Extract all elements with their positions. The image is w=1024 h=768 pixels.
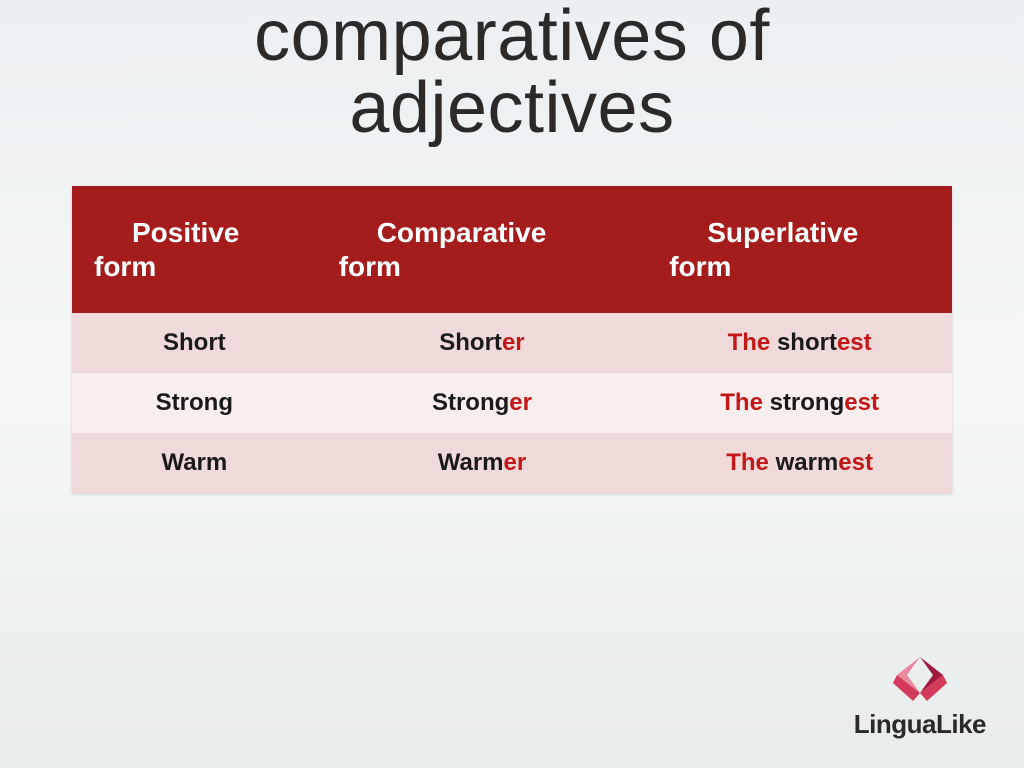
sup-suffix: est (838, 449, 873, 476)
comp-stem: Short (439, 329, 502, 356)
comp-suffix: er (504, 449, 527, 476)
col-comparative-bottom: form (339, 251, 401, 282)
page-title: comparatives of adjectives (0, 0, 1024, 144)
table-row: Short Shorter The shortest (72, 313, 952, 373)
col-superlative-top: Superlative (707, 217, 858, 248)
col-superlative: Superlative form (647, 186, 952, 313)
table-row: Warm Warmer The warmest (72, 433, 952, 493)
logo-icon (881, 651, 959, 707)
sup-article: The (720, 389, 769, 416)
comp-stem: Strong (432, 389, 509, 416)
col-comparative-top: Comparative (377, 217, 547, 248)
table-header-row: Positive form Comparative form Superlati… (72, 186, 952, 313)
cell-positive: Short (72, 313, 317, 373)
sup-stem: short (777, 329, 837, 356)
cell-comparative: Warmer (317, 433, 648, 493)
comp-suffix: er (509, 389, 532, 416)
col-positive: Positive form (72, 186, 317, 313)
comparison-table: Positive form Comparative form Superlati… (72, 186, 952, 493)
col-positive-top: Positive (132, 217, 239, 248)
cell-positive: Strong (72, 373, 317, 433)
cell-superlative: The strongest (647, 373, 952, 433)
logo-text: LinguaLike (854, 709, 986, 740)
sup-article: The (726, 449, 775, 476)
sup-suffix: est (837, 329, 872, 356)
cell-comparative: Stronger (317, 373, 648, 433)
cell-superlative: The shortest (647, 313, 952, 373)
table-row: Strong Stronger The strongest (72, 373, 952, 433)
sup-stem: warm (776, 449, 839, 476)
cell-comparative: Shorter (317, 313, 648, 373)
sup-article: The (728, 329, 777, 356)
title-line-1: comparatives of (0, 0, 1024, 72)
title-line-2: adjectives (0, 72, 1024, 144)
comp-stem: Warm (438, 449, 504, 476)
sup-stem: strong (770, 389, 845, 416)
cell-positive: Warm (72, 433, 317, 493)
cell-superlative: The warmest (647, 433, 952, 493)
comparison-table-container: Positive form Comparative form Superlati… (72, 186, 952, 493)
sup-suffix: est (844, 389, 879, 416)
col-comparative: Comparative form (317, 186, 648, 313)
col-superlative-bottom: form (669, 251, 731, 282)
brand-logo: LinguaLike (854, 651, 986, 740)
comp-suffix: er (502, 329, 525, 356)
col-positive-bottom: form (94, 251, 156, 282)
